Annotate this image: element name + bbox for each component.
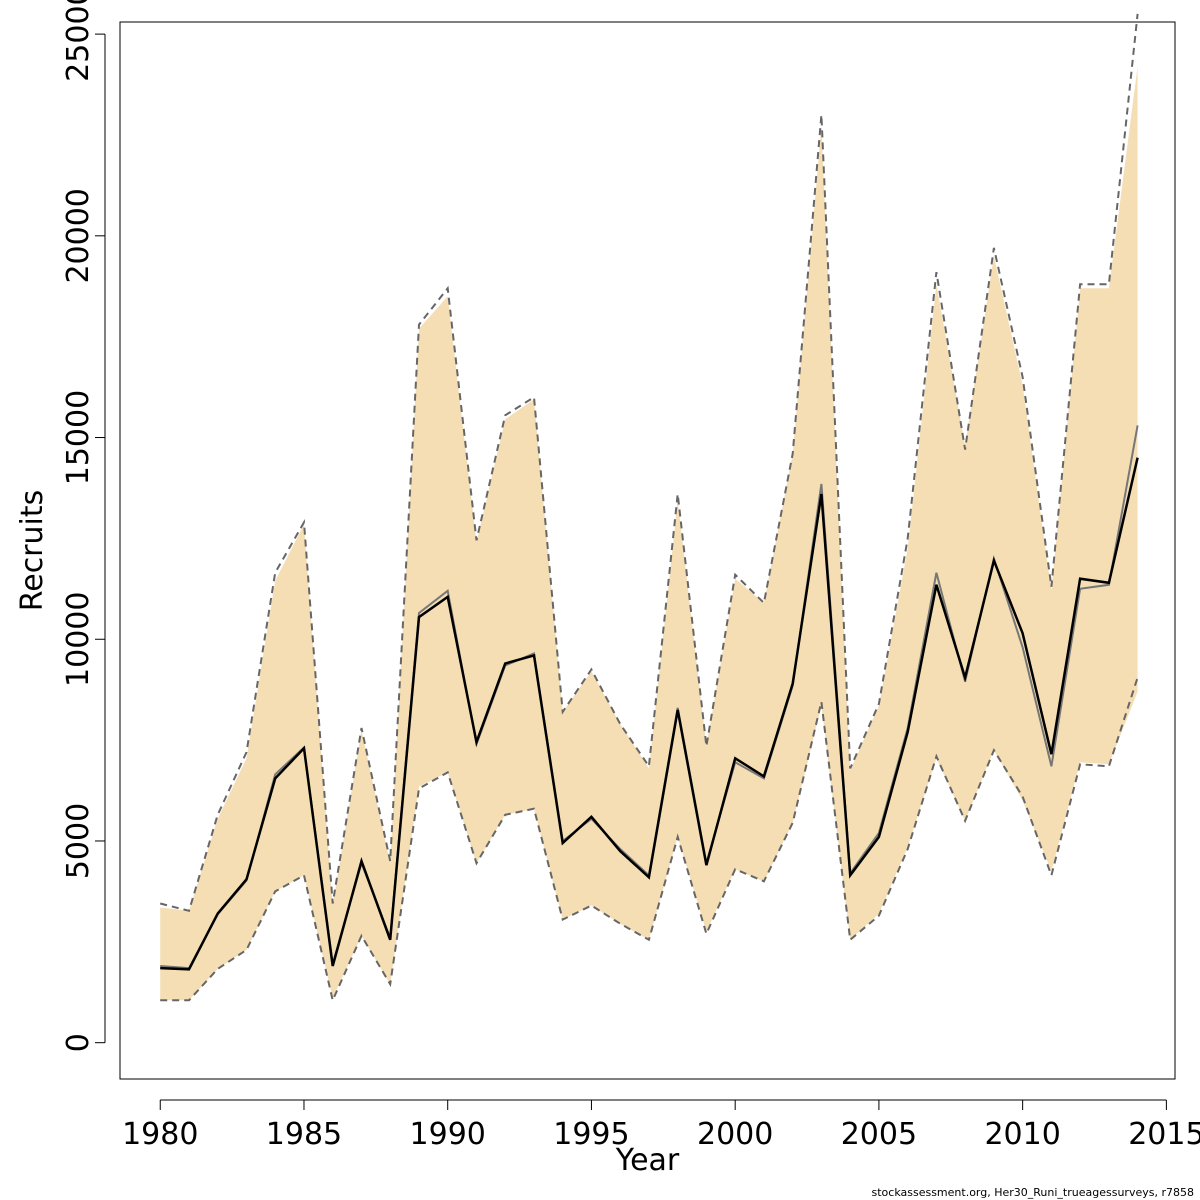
x-tick-label: 1990 [410, 1117, 486, 1152]
y-tick-label: 15000 [61, 390, 96, 485]
x-axis: 1980 1985 1990 1995 2000 2005 2010 2015 [122, 1099, 1200, 1152]
x-tick-label: 1980 [122, 1117, 198, 1152]
x-tick-label: 2010 [984, 1117, 1060, 1152]
x-axis-title: Year [615, 1143, 680, 1178]
series-line-main [160, 457, 1139, 971]
y-tick-label: 10000 [61, 592, 96, 687]
y-tick-label: 0 [61, 1033, 96, 1052]
y-axis: 0 5000 10000 15000 20000 25000 [61, 0, 106, 1052]
confidence-bound-layer [159, 13, 1139, 1004]
x-tick-label: 1985 [266, 1117, 342, 1152]
y-tick-label: 20000 [61, 188, 96, 283]
y-tick-label: 25000 [61, 0, 96, 82]
x-tick-label: 1995 [553, 1117, 629, 1152]
series-line-layer [160, 425, 1139, 971]
y-axis-title: Recruits [15, 490, 50, 612]
x-tick-label: 2015 [1128, 1117, 1200, 1152]
confidence-band [160, 66, 1138, 1001]
y-tick-label: 5000 [61, 803, 96, 879]
x-tick-label: 2000 [697, 1117, 773, 1152]
plot-frame [119, 21, 1176, 1080]
confidence-band-layer [160, 66, 1138, 1001]
upper-bound-line [159, 13, 1139, 913]
lower-bound-line [160, 677, 1139, 1004]
x-tick-label: 2005 [841, 1117, 917, 1152]
credit-text: stockassessment.org, Her30_Runi_trueages… [872, 1186, 1195, 1199]
